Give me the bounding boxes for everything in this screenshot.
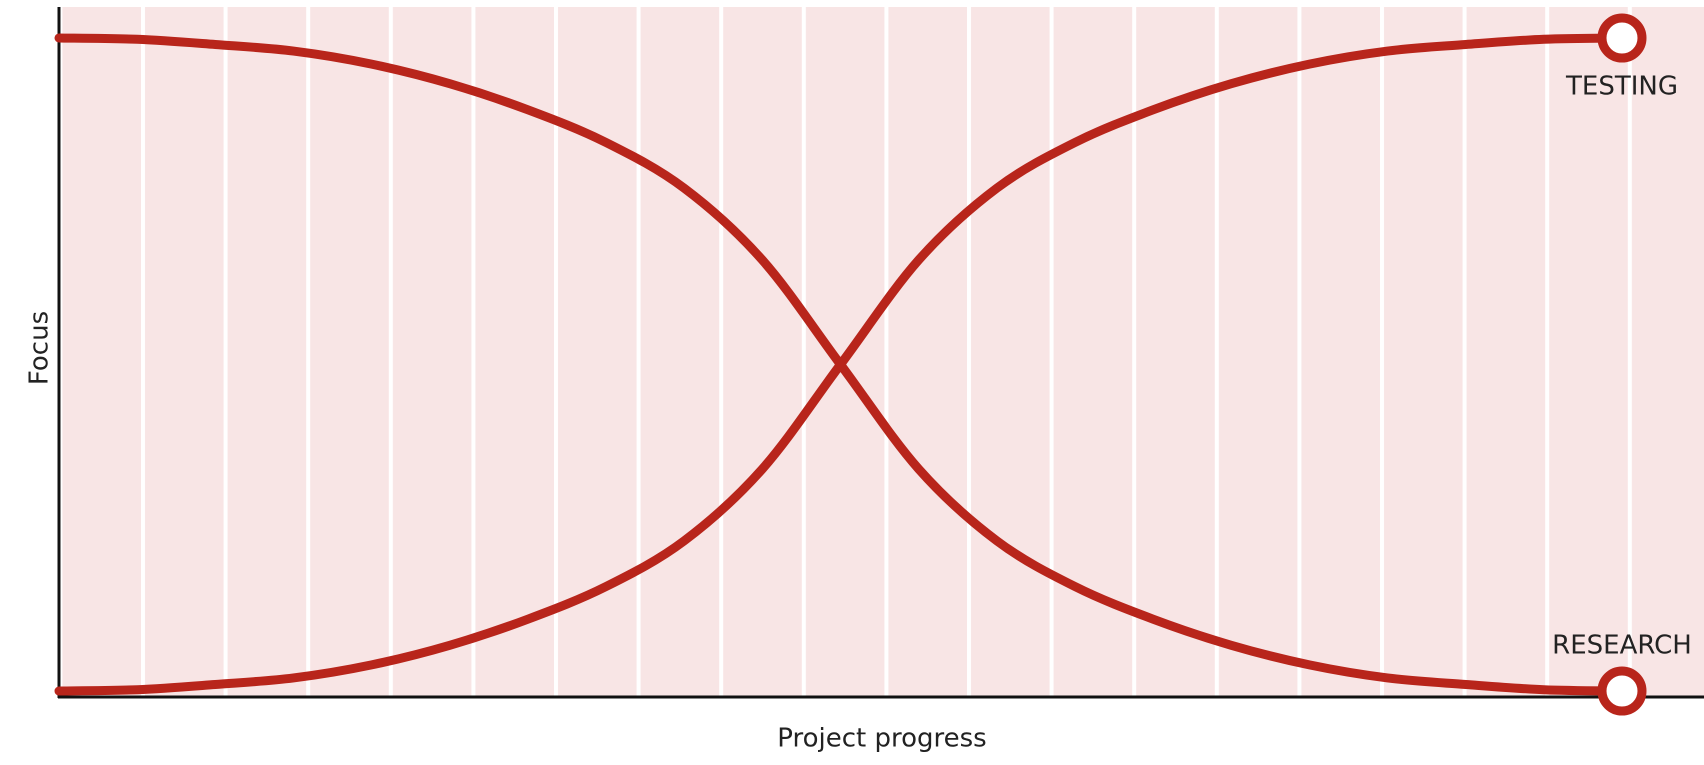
series-label: RESEARCH [1552, 631, 1692, 661]
series-label: TESTING [1565, 72, 1678, 102]
x-axis-label: Project progress [777, 724, 986, 754]
end-marker [1597, 666, 1647, 716]
y-axis-label: Focus [25, 311, 55, 385]
plot-stripes [59, 7, 1704, 697]
series-group: TESTING RESEARCH [54, 13, 1692, 716]
series-line [54, 33, 1627, 696]
end-marker [1597, 13, 1647, 63]
